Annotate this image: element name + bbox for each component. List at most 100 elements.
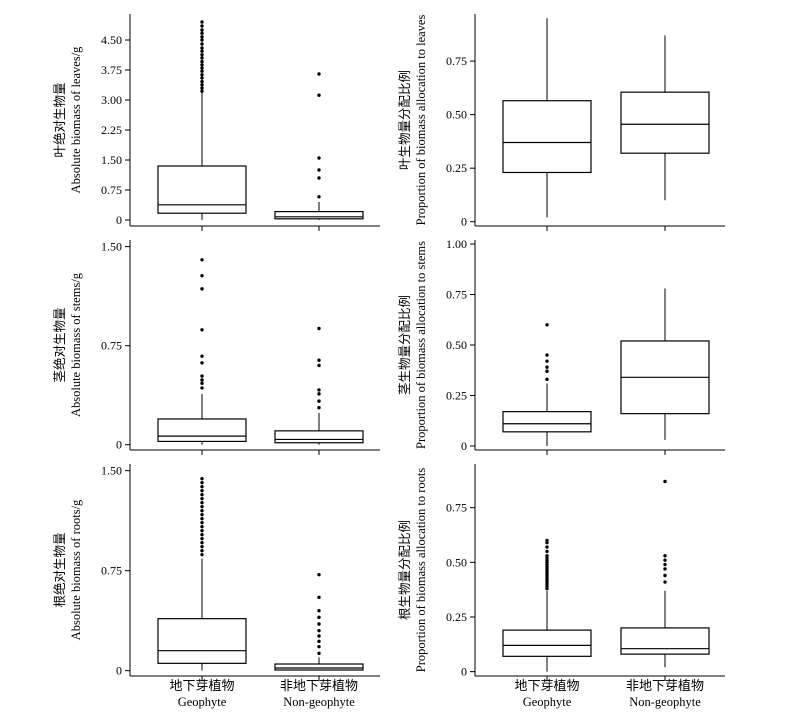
outlier-point: [663, 562, 667, 567]
outlier-point: [317, 392, 321, 396]
outlier-point: [200, 83, 204, 87]
y-axis-label-en: Proportion of biomass allocation to leav…: [414, 15, 428, 226]
outlier-point: [200, 476, 204, 481]
y-axis-label-cn: 茎生物量分配比例: [397, 295, 412, 395]
outlier-point: [317, 644, 321, 649]
y-axis-label-en: Absolute biomass of roots/g: [69, 499, 83, 640]
outlier-point: [200, 35, 204, 39]
y-tick-label: 4.50: [101, 33, 122, 47]
y-tick-label: 3.00: [101, 93, 122, 107]
box-body: [274, 430, 364, 444]
y-tick-label: 0.25: [446, 161, 467, 175]
outlier-point: [200, 53, 204, 57]
outlier-point: [200, 328, 204, 332]
outlier-point: [317, 72, 321, 76]
outlier-point: [545, 365, 549, 369]
outlier-point: [200, 258, 204, 262]
outlier-point: [200, 496, 204, 501]
outlier-point: [545, 538, 549, 543]
outlier-point: [200, 508, 204, 513]
y-tick-label: 0.75: [101, 564, 122, 578]
x-category-en-0-right: Geophyte: [523, 695, 572, 709]
outlier-point: [200, 552, 204, 557]
x-category-cn-0-left: 地下芽植物: [169, 679, 234, 694]
outlier-point: [545, 377, 549, 382]
outlier-point: [545, 353, 549, 357]
box-non-geophyte: [620, 479, 710, 668]
outlier-point: [200, 287, 204, 291]
outlier-point: [200, 532, 204, 537]
outlier-point: [200, 63, 204, 67]
box-body: [157, 418, 247, 443]
outlier-point: [200, 504, 204, 509]
panel-3: 0 0.25 0.50 0.75 1.00 茎生物量分配比例 Proportion of b…: [397, 237, 725, 455]
outlier-point: [200, 273, 204, 278]
outlier-point: [200, 76, 204, 80]
box-non-geophyte: [620, 288, 710, 440]
panel-1: 0 0.25 0.50 0.75 叶生物量分配比例 Proportion of bioma…: [397, 14, 725, 231]
outlier-point: [200, 86, 204, 90]
outlier-point: [200, 73, 204, 77]
y-tick-label: 0: [461, 665, 467, 679]
outlier-point: [200, 480, 204, 485]
outlier-point: [317, 156, 321, 160]
outlier-point: [200, 378, 204, 382]
outlier-point: [200, 49, 204, 53]
outlier-point: [200, 354, 204, 358]
y-tick-label: 0: [461, 215, 467, 229]
outlier-point: [200, 20, 204, 24]
outlier-point: [317, 93, 321, 97]
y-axis-label-en: Proportion of biomass allocation to root…: [414, 468, 428, 673]
box-body: [274, 211, 364, 220]
y-tick-label: 1.00: [446, 237, 467, 251]
y-tick-label: 0.50: [446, 108, 467, 122]
outlier-point: [200, 492, 204, 497]
y-tick-label: 0: [116, 438, 122, 452]
outlier-point: [663, 567, 667, 571]
outlier-point: [317, 326, 321, 331]
x-category-cn-1-left: 非地下芽植物: [280, 679, 358, 694]
y-axis-label-cn: 根生物量分配比例: [397, 520, 412, 620]
outlier-point: [200, 28, 204, 32]
outlier-point: [200, 31, 204, 35]
outlier-point: [545, 545, 549, 549]
y-tick-label: 0.75: [446, 501, 467, 515]
y-axis-label-en: Proportion of biomass allocation to stem…: [414, 241, 428, 449]
x-category-labels: 地下芽植物 Geophyte 非地下芽植物 Non-geophyte 地下芽植物…: [169, 679, 704, 709]
box-body: [274, 663, 364, 671]
y-tick-label: 3.75: [101, 63, 122, 77]
box-body: [620, 627, 710, 655]
outlier-point: [200, 544, 204, 549]
box-body: [502, 100, 592, 174]
outlier-point: [317, 168, 321, 172]
y-tick-label: 0.75: [446, 288, 467, 302]
outlier-point: [200, 374, 204, 378]
outlier-point: [317, 639, 321, 644]
y-tick-label: 2.25: [101, 123, 122, 137]
outlier-point: [317, 399, 321, 403]
x-category-en-1-right: Non-geophyte: [629, 695, 701, 709]
panel-4: 0 0.75 1.50 根绝对生物量 Absolute biomass of roots…: [52, 464, 380, 681]
outlier-point: [317, 651, 321, 656]
y-tick-label: 1.50: [101, 464, 122, 478]
box-body: [502, 629, 592, 657]
outlier-point: [200, 89, 204, 93]
outlier-point: [317, 388, 321, 392]
outlier-point: [200, 24, 204, 28]
y-tick-label: 0: [116, 664, 122, 678]
y-tick-label: 0: [116, 213, 122, 227]
panel-5: 0 0.25 0.50 0.75 根生物量分配比例 Proportion of bioma…: [397, 464, 725, 681]
outlier-point: [545, 554, 549, 558]
outlier-point: [200, 46, 204, 50]
y-axis-label-cn: 根绝对生物量: [52, 532, 67, 607]
box-geophyte: [157, 20, 247, 220]
outlier-point: [317, 195, 321, 199]
box-geophyte: [502, 538, 592, 672]
outlier-point: [200, 488, 204, 493]
outlier-point: [200, 520, 204, 525]
outlier-point: [545, 549, 549, 554]
y-tick-label: 0.75: [101, 339, 122, 353]
outlier-point: [317, 622, 321, 626]
outlier-point: [200, 386, 204, 390]
